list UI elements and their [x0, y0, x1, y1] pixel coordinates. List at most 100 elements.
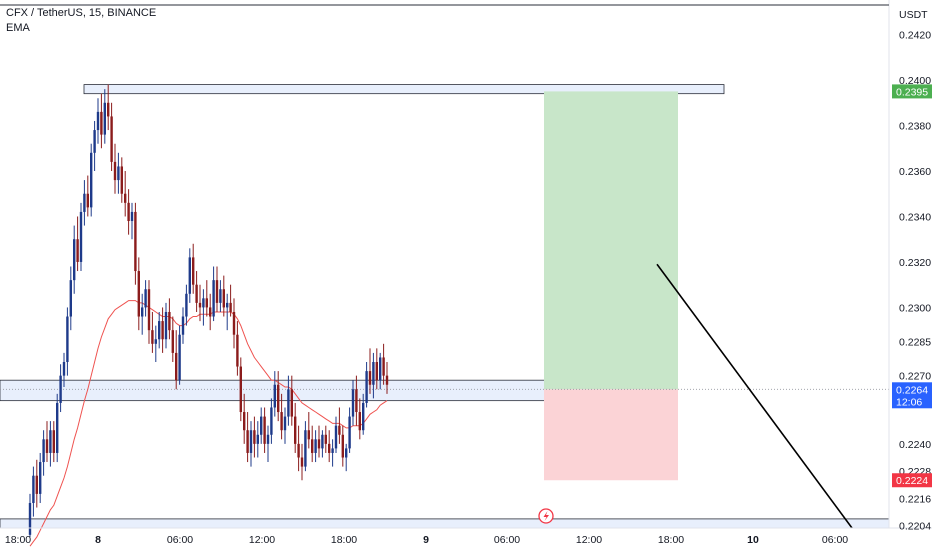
price-axis[interactable]: USDT 0.22040.22160.22280.22400.22600.227…	[0, 0, 932, 533]
indicator-label: EMA	[6, 22, 30, 34]
candle	[45, 421, 49, 463]
candle	[266, 425, 270, 463]
candle-body	[151, 330, 154, 344]
candle	[137, 257, 140, 331]
candle-body	[382, 357, 385, 376]
candle	[86, 175, 89, 217]
resistance-zone[interactable]	[83, 84, 725, 95]
time-axis[interactable]: 18:00 8 06:00 12:00 18:00 9 06:00 12:00 18:00 10 0…	[5, 534, 848, 546]
candle	[345, 443, 348, 472]
candle	[79, 202, 83, 272]
candle-body	[130, 211, 134, 222]
ema-layer	[29, 300, 388, 547]
candle-body	[222, 289, 225, 308]
candle	[229, 284, 232, 317]
candle	[56, 393, 59, 463]
candle-body	[35, 475, 38, 494]
position-tool[interactable]	[0, 91, 889, 481]
price-tick-label: 0.2285	[899, 337, 931, 349]
candle-body	[52, 430, 55, 453]
candle	[321, 430, 324, 458]
candle-body	[246, 430, 249, 453]
candle	[249, 421, 253, 467]
candle-body	[209, 307, 212, 317]
candle-body	[32, 475, 35, 503]
candle-body	[178, 334, 181, 381]
candle-body	[195, 284, 198, 303]
candle-body	[127, 202, 130, 222]
candle-body	[73, 239, 76, 281]
candle-body	[355, 389, 358, 413]
candle	[192, 243, 195, 294]
time-tick-label: 12:00	[576, 534, 602, 546]
candle	[328, 430, 331, 463]
candle-body	[134, 211, 137, 272]
candle-body	[243, 412, 246, 431]
drawings-layer[interactable]	[656, 263, 853, 529]
candle	[52, 421, 55, 463]
candle-body	[154, 339, 157, 344]
candle	[35, 459, 38, 508]
alert-icon[interactable]	[538, 508, 554, 524]
lower-zone[interactable]	[0, 518, 890, 529]
candle	[239, 357, 242, 422]
price-tick-label: 0.2320	[899, 257, 931, 269]
time-tick-label: 06:00	[167, 534, 193, 546]
time-tick-label: 06:00	[494, 534, 520, 546]
loss-area[interactable]	[544, 389, 678, 481]
candle	[232, 298, 236, 349]
candle-body	[328, 443, 331, 453]
price-tick-label: 0.2240	[899, 439, 931, 451]
candle	[311, 425, 314, 463]
candle	[246, 412, 249, 463]
candle-body	[215, 280, 219, 303]
profit-area[interactable]	[544, 91, 678, 390]
candle	[219, 280, 222, 312]
ema-line	[29, 300, 388, 547]
candle	[127, 189, 130, 235]
candle	[307, 412, 310, 449]
candle	[270, 398, 273, 444]
candle	[215, 266, 219, 312]
candle-body	[45, 439, 49, 453]
candle	[90, 143, 93, 217]
time-tick-label: 9	[423, 534, 429, 546]
candle	[212, 266, 215, 322]
candle	[117, 152, 120, 194]
candle	[164, 302, 168, 349]
candle-body	[117, 166, 120, 181]
candle	[317, 425, 321, 458]
candle-body	[175, 352, 178, 381]
candle	[141, 293, 144, 335]
candle	[62, 352, 66, 388]
candle-body	[96, 111, 100, 131]
candle	[69, 266, 72, 331]
candle-body	[93, 130, 96, 153]
candle-body	[379, 357, 382, 381]
chart-title: CFX / TetherUS, 15, BINANCE	[6, 7, 157, 19]
candle-body	[202, 298, 205, 308]
candle-body	[249, 430, 253, 453]
candle	[338, 407, 341, 444]
trendline[interactable]	[656, 263, 853, 529]
candle-body	[113, 161, 117, 181]
candle-body	[280, 412, 283, 431]
candle	[134, 202, 137, 285]
candle	[198, 284, 202, 322]
candle	[368, 348, 372, 394]
candle	[280, 393, 283, 440]
candle	[66, 307, 69, 376]
candle-body	[192, 257, 195, 285]
candle	[362, 393, 365, 435]
candle	[76, 216, 79, 272]
candle	[253, 416, 256, 458]
candle-body	[120, 166, 123, 194]
candle-body	[273, 384, 276, 408]
candle-body	[226, 302, 229, 308]
candle	[294, 402, 297, 453]
time-tick-label: 8	[95, 534, 101, 546]
currency-label: USDT	[899, 9, 928, 21]
candle	[124, 170, 127, 217]
